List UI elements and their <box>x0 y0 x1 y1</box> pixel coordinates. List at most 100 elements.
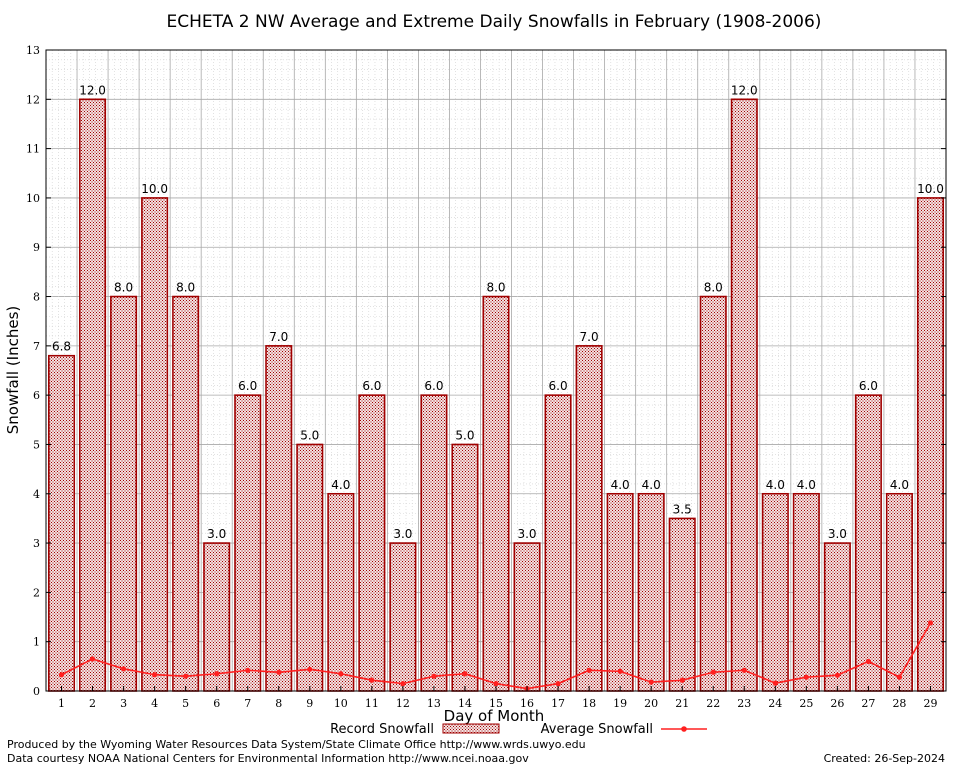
x-tick-label-day-25: 25 <box>799 697 813 710</box>
x-tick-label-day-14: 14 <box>458 697 472 710</box>
average-marker-day-17 <box>555 681 561 687</box>
bar-record-day-20 <box>637 492 665 692</box>
bar-record-day-4 <box>141 197 169 692</box>
bar-labels-layer: 6.8 12.0 8.0 10.0 8.0 3.0 6.0 7.0 5.0 4.0 6.0 3.0 6.… <box>52 83 944 541</box>
bar-label-day-19: 4.0 <box>611 478 630 492</box>
y-tick-label: 5 <box>33 438 40 451</box>
bar-label-day-14: 5.0 <box>455 428 474 442</box>
y-tick-label: 0 <box>33 685 40 698</box>
x-tick-label-day-4: 4 <box>151 697 158 710</box>
bar-record-day-10 <box>327 492 355 692</box>
bar-label-day-17: 6.0 <box>549 379 568 393</box>
bar-record-day-8 <box>265 345 293 692</box>
x-tick-label-day-21: 21 <box>675 697 689 710</box>
average-marker-day-3 <box>120 666 127 672</box>
x-tick-label-day-10: 10 <box>334 697 348 710</box>
average-marker-day-9 <box>307 666 313 672</box>
average-marker-day-25 <box>803 674 809 680</box>
bar-label-day-13: 6.0 <box>424 379 443 393</box>
bar-record-day-16 <box>513 542 541 692</box>
legend-label-record: Record Snowfall <box>330 722 434 737</box>
bar-record-day-2 <box>79 98 107 692</box>
x-tick-label-day-5: 5 <box>182 697 189 710</box>
x-tick-label-day-1: 1 <box>58 697 65 710</box>
bar-label-day-18: 7.0 <box>580 330 599 344</box>
x-tick-label-day-13: 13 <box>427 697 441 710</box>
bar-record-day-26 <box>823 542 851 692</box>
bar-record-day-7 <box>234 394 262 692</box>
average-marker-day-5 <box>183 673 189 679</box>
bar-label-day-5: 8.0 <box>176 281 195 295</box>
bar-label-day-21: 3.5 <box>673 502 692 516</box>
average-marker-day-4 <box>152 672 158 678</box>
y-tick-label: 13 <box>26 44 40 57</box>
average-marker-day-14 <box>462 671 468 677</box>
average-line-layer <box>58 620 934 692</box>
average-marker-day-28 <box>896 674 903 680</box>
y-tick-label: 1 <box>33 636 40 649</box>
bar-record-day-11 <box>358 394 386 692</box>
x-tick-label-day-12: 12 <box>396 697 410 710</box>
x-tick-label-day-20: 20 <box>644 697 658 710</box>
average-marker-day-6 <box>214 671 220 677</box>
bar-label-day-20: 4.0 <box>642 478 661 492</box>
x-axis-label: Day of Month <box>444 707 545 725</box>
bar-label-day-22: 8.0 <box>704 281 723 295</box>
average-marker-day-18 <box>586 667 592 673</box>
x-tick-label-day-19: 19 <box>613 697 627 710</box>
bar-label-day-27: 6.0 <box>859 379 878 393</box>
y-tick-label: 7 <box>33 340 40 353</box>
bar-record-day-5 <box>172 295 200 692</box>
bar-record-day-17 <box>544 394 572 692</box>
bar-record-day-27 <box>854 394 882 692</box>
bar-label-day-24: 4.0 <box>766 478 785 492</box>
bar-label-day-11: 6.0 <box>362 379 381 393</box>
average-marker-day-23 <box>741 667 747 673</box>
bar-label-day-4: 10.0 <box>141 182 168 196</box>
average-marker-day-26 <box>834 672 840 678</box>
footer-credit-line-2: Data courtesy NOAA National Centers for … <box>7 752 529 765</box>
bar-record-day-19 <box>606 492 634 692</box>
legend: Record Snowfall Average Snowfall <box>330 722 707 737</box>
bar-record-day-22 <box>699 295 727 692</box>
y-tick-label: 9 <box>33 241 40 254</box>
average-marker-day-20 <box>648 679 654 685</box>
average-marker-day-7 <box>245 667 251 673</box>
average-marker-day-22 <box>710 669 716 675</box>
bar-record-day-1 <box>47 354 76 692</box>
bar-label-day-10: 4.0 <box>331 478 350 492</box>
average-marker-day-13 <box>431 673 437 679</box>
bar-record-day-9 <box>296 443 324 692</box>
legend-swatch-average-marker <box>681 726 687 732</box>
average-marker-day-29 <box>927 620 934 626</box>
y-tick-label: 2 <box>33 586 40 599</box>
average-marker-day-8 <box>276 669 282 675</box>
average-marker-day-12 <box>400 681 406 687</box>
bar-record-day-25 <box>792 492 820 692</box>
bars-layer <box>47 98 945 692</box>
bar-label-day-26: 3.0 <box>828 527 847 541</box>
bar-record-day-15 <box>482 295 510 692</box>
x-tick-label-day-11: 11 <box>365 697 379 710</box>
y-tick-label: 12 <box>26 93 40 106</box>
bar-label-day-6: 3.0 <box>207 527 226 541</box>
bar-record-day-18 <box>575 345 603 692</box>
bar-label-day-28: 4.0 <box>890 478 909 492</box>
x-tick-label-day-2: 2 <box>89 697 96 710</box>
average-marker-day-10 <box>338 671 344 677</box>
bar-label-day-12: 3.0 <box>393 527 412 541</box>
x-tick-label-day-28: 28 <box>892 697 906 710</box>
bar-label-day-29: 10.0 <box>917 182 944 196</box>
bar-record-day-3 <box>110 295 138 692</box>
bar-label-day-25: 4.0 <box>797 478 816 492</box>
legend-swatch-record <box>442 723 500 734</box>
bar-label-day-1: 6.8 <box>52 340 71 354</box>
bar-label-day-9: 5.0 <box>300 428 319 442</box>
x-tick-label-day-23: 23 <box>737 697 751 710</box>
bar-label-day-23: 12.0 <box>731 83 758 97</box>
y-tick-label: 4 <box>33 488 40 501</box>
bar-record-day-14 <box>451 443 479 692</box>
